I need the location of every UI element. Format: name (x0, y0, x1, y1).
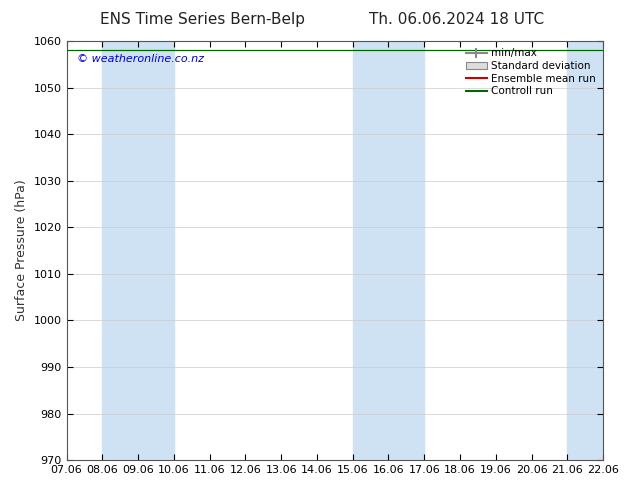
Text: Th. 06.06.2024 18 UTC: Th. 06.06.2024 18 UTC (369, 12, 544, 27)
Legend: min/max, Standard deviation, Ensemble mean run, Controll run: min/max, Standard deviation, Ensemble me… (464, 46, 598, 98)
Bar (102, 41, 174, 460)
Text: ENS Time Series Bern-Belp: ENS Time Series Bern-Belp (100, 12, 306, 27)
Y-axis label: Surface Pressure (hPa): Surface Pressure (hPa) (15, 180, 28, 321)
Text: © weatheronline.co.nz: © weatheronline.co.nz (77, 53, 204, 64)
Bar (353, 41, 424, 460)
Bar (567, 41, 603, 460)
